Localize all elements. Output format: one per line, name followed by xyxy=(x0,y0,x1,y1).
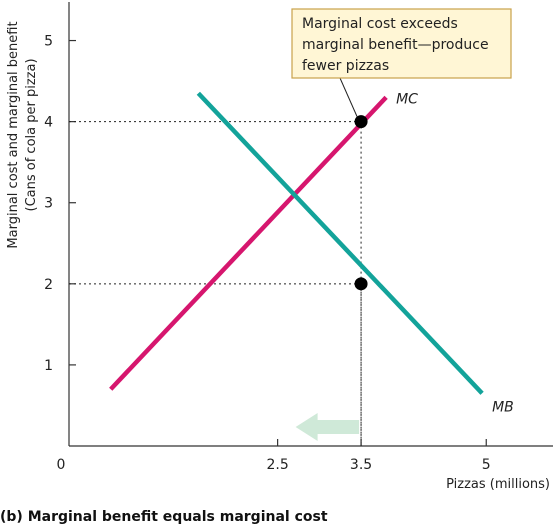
x-tick-label-5: 5 xyxy=(482,457,491,473)
guide-lines xyxy=(69,121,362,446)
point-1 xyxy=(354,115,368,129)
shift-arrow xyxy=(295,413,360,441)
point-2 xyxy=(354,277,368,291)
callout: Marginal cost exceeds marginal benefit—pr… xyxy=(291,8,512,117)
series-line-mb xyxy=(196,91,484,395)
x-tick-label-0: 0 xyxy=(57,457,66,473)
series-line-mc xyxy=(109,95,388,391)
x-tick-label-3.5: 3.5 xyxy=(350,457,372,473)
y-tick-label-4: 4 xyxy=(44,115,53,131)
left-arrow-icon xyxy=(295,413,360,441)
y-axis-label-line1: Marginal cost and marginal benefit xyxy=(6,21,21,248)
series-label-mb: MB xyxy=(492,399,514,415)
chart-caption: (b) Marginal benefit equals marginal cos… xyxy=(0,509,328,525)
callout-box xyxy=(291,8,512,79)
series-lines: MC MB xyxy=(109,91,514,415)
equilibrium-points xyxy=(354,115,368,291)
y-tick-label-3: 3 xyxy=(44,196,53,212)
callout-leader xyxy=(339,77,358,117)
x-axis-label: Pizzas (millions) xyxy=(446,477,550,492)
callout-line-3: fewer pizzas xyxy=(302,58,389,74)
series-label-mc: MC xyxy=(396,91,418,107)
x-tick-label-2.5: 2.5 xyxy=(266,457,288,473)
y-tick-label-1: 1 xyxy=(44,358,53,374)
y-tick-label-2: 2 xyxy=(44,277,53,293)
axis-labels: Pizzas (millions) Marginal cost and marg… xyxy=(0,21,550,525)
y-axis-label-line2: (Cans of cola per pizza) xyxy=(24,58,39,211)
y-tick-label-5: 5 xyxy=(44,34,53,50)
callout-line-1: Marginal cost exceeds xyxy=(302,16,458,32)
callout-line-2: marginal benefit—produce xyxy=(302,37,489,53)
